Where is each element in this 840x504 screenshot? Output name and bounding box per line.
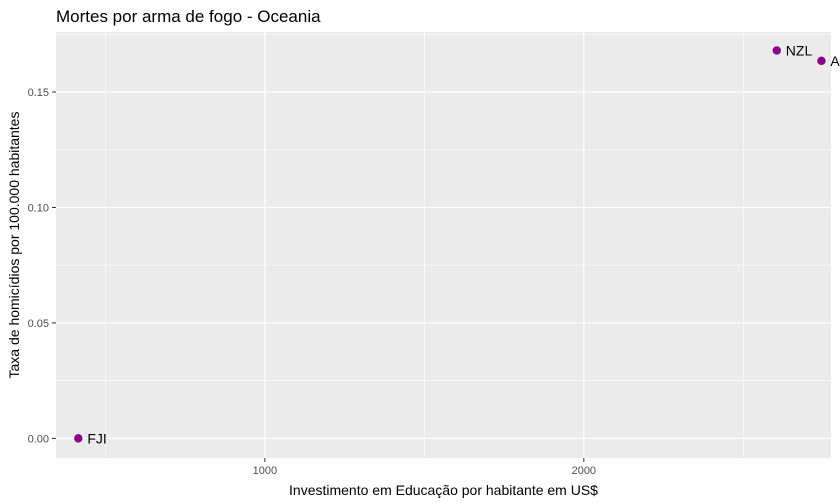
y-tick-label: 0.10: [28, 202, 49, 214]
data-points: [74, 46, 826, 443]
y-tick-label: 0.00: [28, 433, 49, 445]
minor-gridlines: [56, 32, 831, 458]
y-axis: 0.00 0.05 0.10 0.15: [28, 87, 56, 445]
y-tick-label: 0.05: [28, 318, 49, 330]
point-label: AUS: [830, 53, 840, 69]
y-axis-title: Taxa de homicídios por 100.000 habitante…: [6, 112, 22, 379]
data-point: [772, 46, 781, 55]
point-label: NZL: [786, 42, 813, 58]
chart-title: Mortes por arma de fogo - Oceania: [56, 7, 321, 26]
data-point: [817, 56, 826, 66]
point-label: FJI: [87, 430, 106, 446]
y-tick-label: 0.15: [28, 87, 49, 99]
data-point: [74, 434, 83, 443]
x-tick-label: 2000: [572, 465, 596, 477]
x-axis-title: Investimento em Educação por habitante e…: [289, 482, 598, 498]
plot-panel: [56, 32, 831, 458]
point-labels: FJI NZL AUS: [87, 42, 840, 446]
major-gridlines: [56, 32, 831, 458]
x-tick-label: 1000: [253, 465, 277, 477]
x-axis: 1000 2000: [253, 458, 596, 477]
